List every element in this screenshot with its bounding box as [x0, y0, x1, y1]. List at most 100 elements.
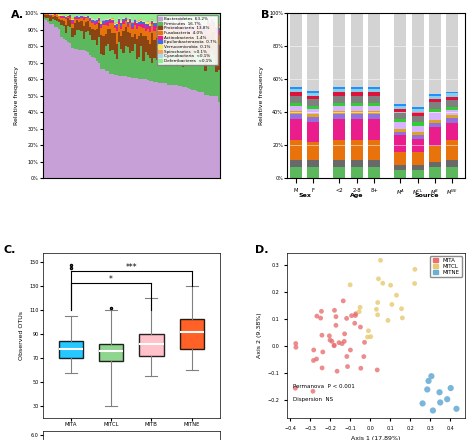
- Bar: [184, 33, 187, 44]
- Bar: [80, 31, 82, 50]
- Bar: [175, 32, 178, 43]
- Bar: [164, 27, 167, 32]
- Bar: [134, 13, 136, 18]
- Bar: [189, 51, 191, 89]
- Bar: [394, 106, 406, 109]
- Bar: [411, 116, 424, 122]
- Bar: [58, 16, 60, 18]
- Point: [373, 306, 380, 313]
- Bar: [63, 39, 65, 179]
- Bar: [98, 63, 100, 179]
- Bar: [111, 33, 114, 50]
- Bar: [429, 162, 441, 167]
- Bar: [118, 19, 120, 22]
- Bar: [171, 36, 173, 54]
- Bar: [76, 20, 78, 30]
- Bar: [142, 21, 145, 22]
- Bar: [87, 18, 89, 21]
- Bar: [187, 30, 189, 36]
- Bar: [333, 114, 346, 119]
- Bar: [67, 26, 69, 42]
- Bar: [351, 103, 363, 106]
- Bar: [164, 39, 167, 66]
- Bar: [394, 136, 406, 152]
- Bar: [111, 50, 114, 74]
- Bar: [63, 26, 65, 39]
- Bar: [333, 96, 346, 103]
- Bar: [142, 28, 145, 36]
- Bar: [158, 34, 160, 58]
- Bar: [187, 13, 189, 23]
- Bar: [69, 18, 72, 20]
- Bar: [218, 70, 220, 102]
- Bar: [158, 83, 160, 179]
- Bar: [160, 22, 162, 25]
- Bar: [204, 52, 207, 71]
- Bar: [63, 17, 65, 18]
- Bar: [58, 22, 60, 29]
- Bar: [182, 13, 184, 21]
- Bar: [91, 23, 94, 29]
- Bar: [102, 19, 105, 20]
- Bar: [447, 118, 458, 123]
- Bar: [147, 24, 149, 25]
- Bar: [333, 88, 346, 89]
- Bar: [151, 63, 154, 81]
- Bar: [87, 16, 89, 18]
- Bar: [447, 160, 458, 167]
- Point: [425, 378, 432, 385]
- Bar: [198, 13, 200, 21]
- Bar: [47, 15, 49, 18]
- Bar: [118, 42, 120, 76]
- Bar: [196, 24, 198, 32]
- Bar: [196, 21, 198, 24]
- Bar: [213, 13, 216, 20]
- Bar: [96, 61, 98, 179]
- Bar: [111, 23, 114, 33]
- Bar: [196, 13, 198, 18]
- Bar: [160, 19, 162, 20]
- Text: ***: ***: [126, 263, 137, 271]
- Bar: [191, 26, 193, 27]
- Bar: [98, 23, 100, 37]
- PathPatch shape: [99, 344, 123, 360]
- Bar: [109, 19, 111, 21]
- Bar: [129, 21, 131, 23]
- Bar: [411, 136, 424, 139]
- Bar: [138, 24, 140, 26]
- Bar: [160, 13, 162, 19]
- Bar: [114, 54, 116, 75]
- Bar: [60, 20, 63, 25]
- Bar: [207, 95, 209, 179]
- Bar: [207, 20, 209, 23]
- Point: [374, 311, 382, 318]
- Bar: [142, 13, 145, 20]
- Point: [447, 385, 455, 392]
- Bar: [411, 112, 424, 116]
- Bar: [333, 89, 346, 92]
- Bar: [351, 139, 363, 160]
- Bar: [213, 21, 216, 22]
- Point: [377, 257, 384, 264]
- Bar: [125, 20, 127, 21]
- Bar: [138, 13, 140, 20]
- Point: [292, 385, 299, 392]
- Text: Permanova  P < 0.001: Permanova P < 0.001: [292, 384, 355, 389]
- Bar: [131, 51, 134, 77]
- Bar: [169, 21, 171, 22]
- Bar: [178, 86, 180, 179]
- Bar: [333, 13, 346, 88]
- Bar: [125, 13, 127, 17]
- Bar: [368, 160, 380, 167]
- Bar: [182, 87, 184, 179]
- Bar: [56, 17, 58, 21]
- Bar: [78, 22, 80, 30]
- Bar: [200, 24, 202, 26]
- Bar: [125, 46, 127, 76]
- Bar: [140, 21, 142, 24]
- Bar: [114, 33, 116, 54]
- Bar: [100, 35, 102, 54]
- Bar: [200, 22, 202, 23]
- Bar: [158, 20, 160, 22]
- Bar: [60, 15, 63, 16]
